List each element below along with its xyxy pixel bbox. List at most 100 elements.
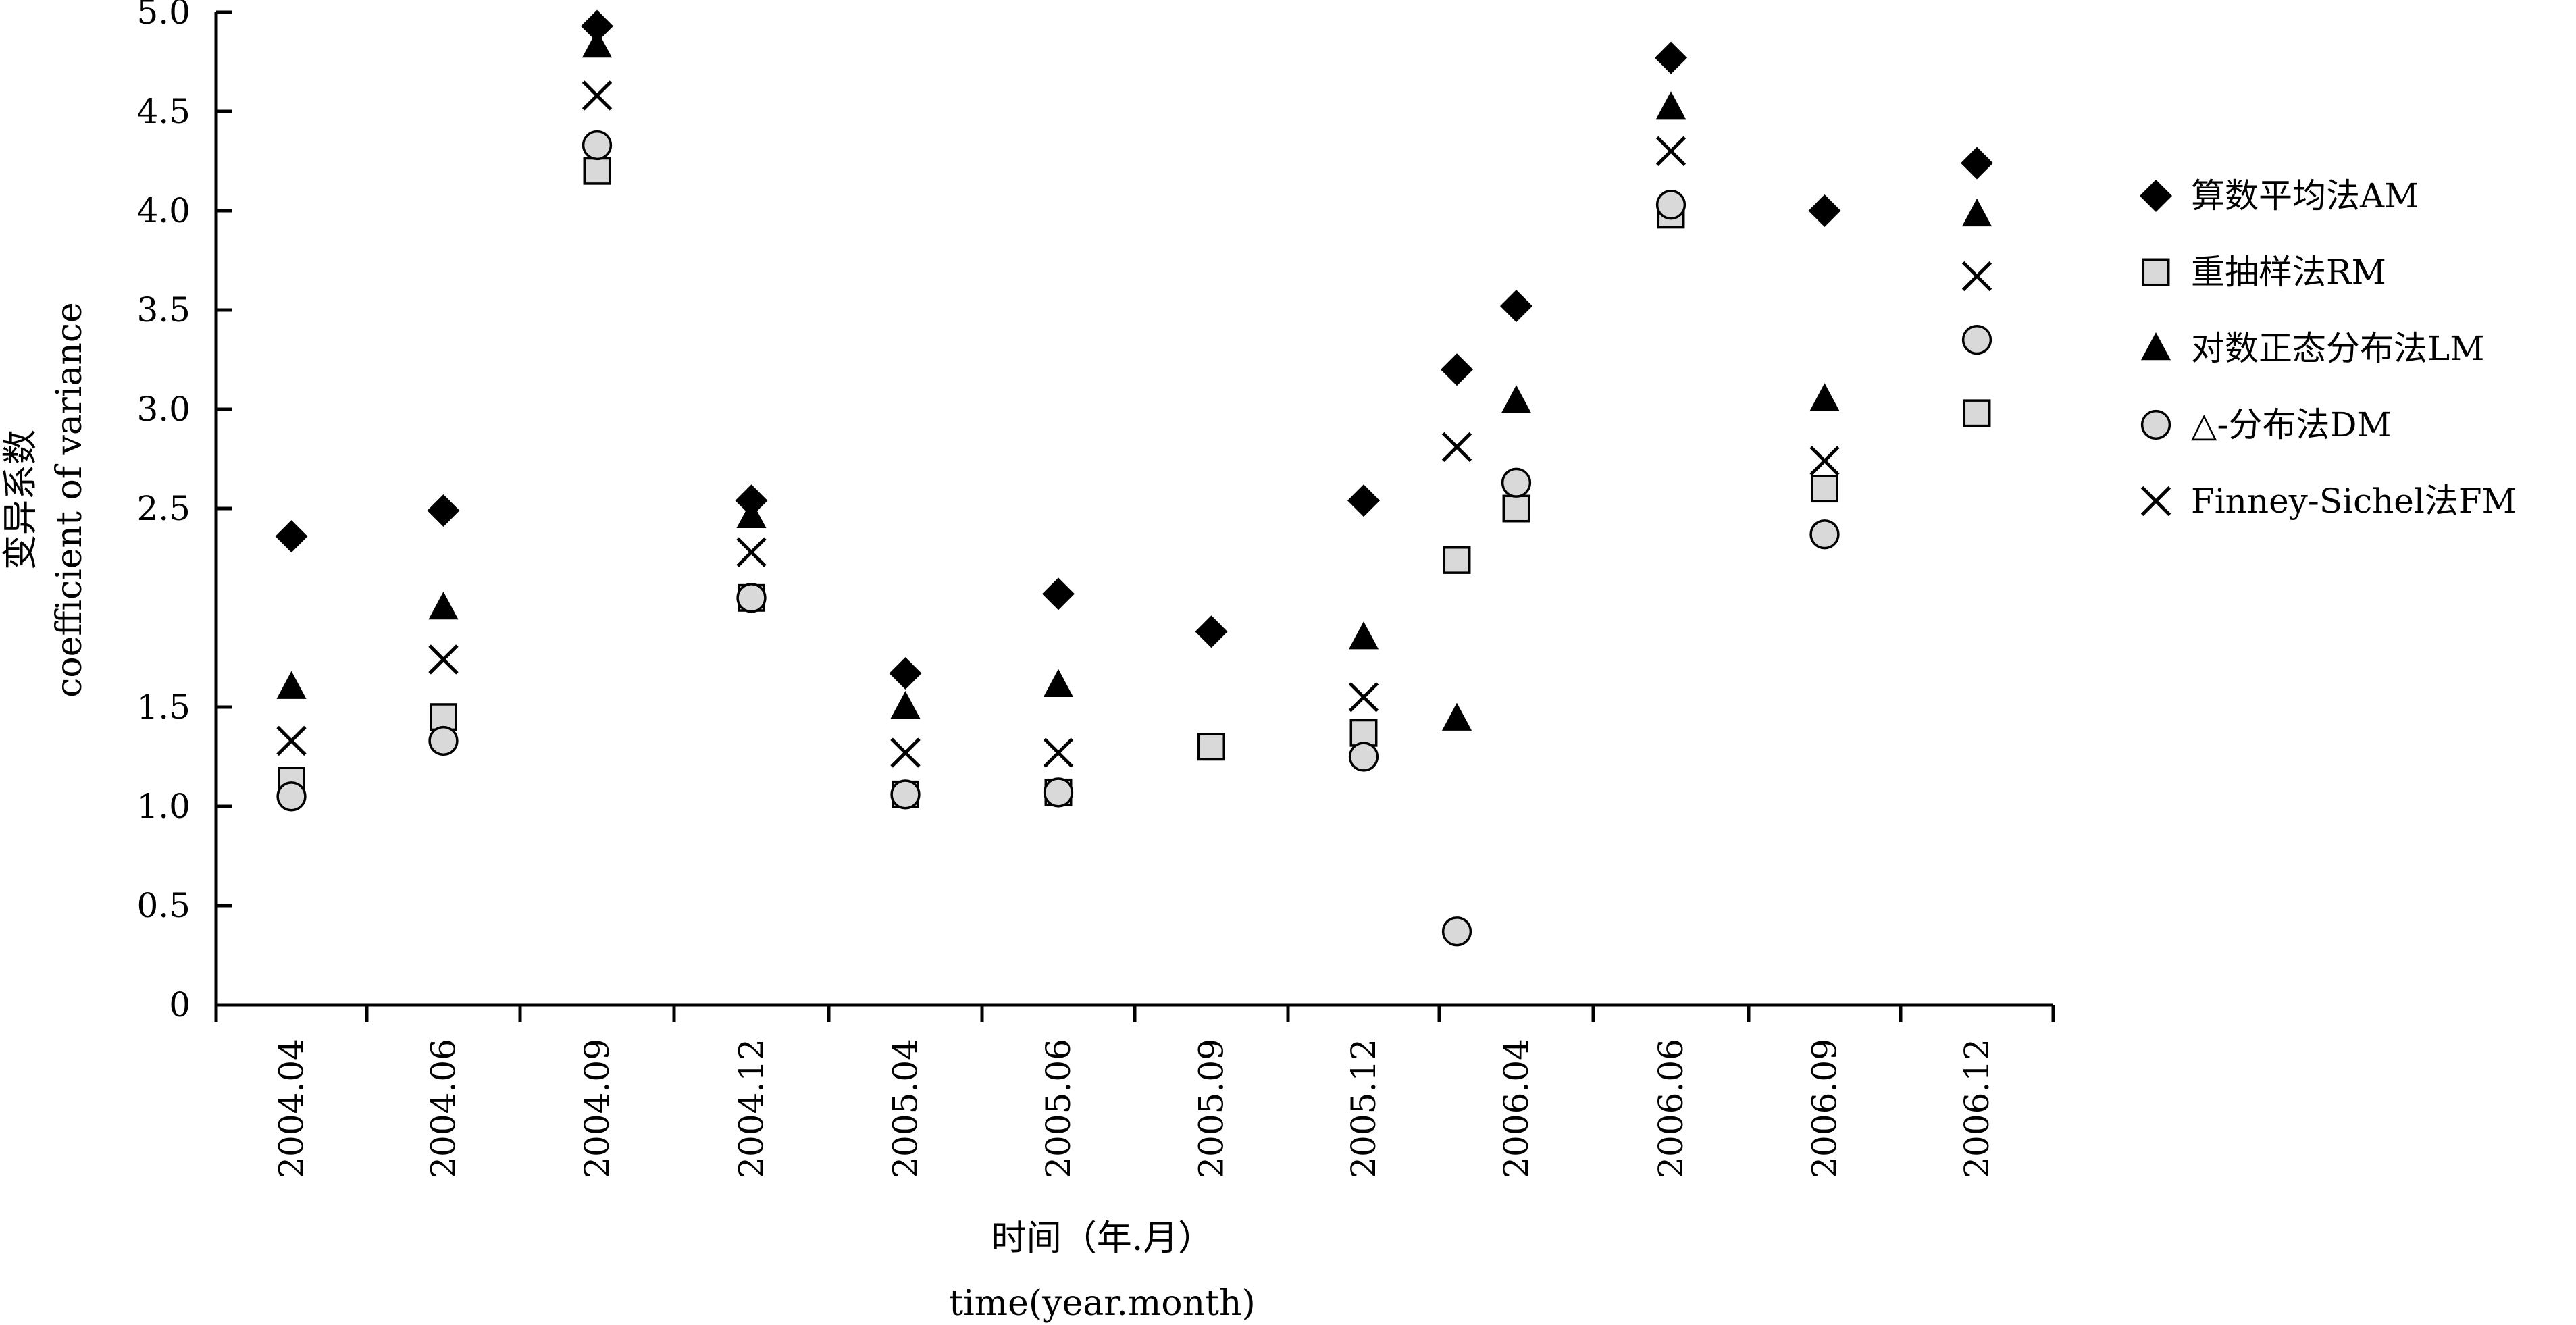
series-3 — [276, 130, 1992, 947]
legend-label: Finney-Sichel法FM — [2191, 482, 2517, 521]
x-tick-label: 2004.06 — [424, 1039, 463, 1178]
x-tick-label: 2006.04 — [1497, 1039, 1536, 1178]
legend-label: 重抽样法RM — [2191, 253, 2386, 292]
data-point — [583, 157, 611, 185]
data-point — [582, 130, 613, 161]
y-tick-label: 2.5 — [136, 489, 190, 528]
data-point — [736, 583, 767, 613]
y-axis-title: 变异系数 — [1, 430, 41, 570]
data-marks — [275, 9, 1993, 947]
data-point — [1195, 615, 1228, 648]
data-point — [1443, 546, 1471, 574]
data-point — [1809, 383, 1840, 411]
data-point — [736, 500, 767, 529]
x-tick-label: 2004.09 — [577, 1039, 617, 1178]
data-point — [1961, 147, 1993, 180]
data-point — [1963, 399, 1991, 427]
data-point — [1961, 198, 1992, 227]
data-point — [1042, 577, 1075, 610]
data-point — [275, 520, 308, 553]
x-tick-label: 2006.09 — [1805, 1039, 1845, 1178]
data-point — [1441, 702, 1472, 731]
data-point — [1348, 621, 1379, 650]
legend-marker — [2140, 332, 2171, 361]
legend-marker — [2140, 180, 2172, 212]
data-point — [582, 80, 613, 111]
data-point — [1655, 190, 1686, 220]
legend-label: 对数正态分布法LM — [2191, 329, 2484, 368]
legend: 算数平均法AM 重抽样法RM 对数正态分布法LM △-分布法DM Finney-Sich… — [2140, 176, 2517, 521]
y-tick-label: 5.0 — [136, 0, 190, 32]
data-point — [1500, 290, 1532, 323]
data-point — [736, 537, 767, 567]
x-tick-label: 2006.12 — [1957, 1039, 1997, 1178]
axes — [214, 10, 2055, 1022]
data-point — [428, 644, 459, 675]
data-point — [1808, 194, 1841, 227]
y-axis-title-en: coefficient of variance — [49, 302, 90, 698]
x-axis-title-en: time(year.month) — [949, 1283, 1256, 1324]
y-tick-label: 1.5 — [136, 687, 190, 727]
data-point — [1348, 682, 1379, 712]
data-point — [1441, 432, 1472, 463]
series-4 — [276, 80, 1992, 768]
x-tick-label: 2005.12 — [1344, 1039, 1383, 1178]
data-point — [890, 691, 921, 719]
data-point — [1809, 519, 1840, 550]
data-point — [427, 494, 460, 527]
y-tick-label: 4.0 — [136, 191, 190, 230]
data-point — [1197, 733, 1225, 761]
data-point — [428, 592, 459, 620]
x-tick-label: 2005.09 — [1192, 1039, 1231, 1178]
series-2 — [276, 29, 1992, 731]
legend-marker — [2140, 409, 2171, 440]
series-1 — [278, 157, 1991, 808]
data-point — [1502, 494, 1530, 523]
x-tick-label: 2004.12 — [732, 1039, 771, 1178]
data-point — [276, 725, 307, 756]
data-point — [1043, 737, 1074, 768]
data-point — [1043, 669, 1074, 697]
legend-marker — [2142, 258, 2170, 286]
tick-labels: 0 0.5 1.0 1.5 2.5 3.0 3.5 4.0 4.5 5.0 2004.04 2004.… — [136, 0, 1997, 1178]
data-point — [1501, 467, 1532, 498]
data-point — [1655, 136, 1686, 166]
data-point — [582, 29, 613, 58]
y-tick-label: 0.5 — [136, 886, 190, 925]
data-point — [428, 725, 459, 756]
data-point — [1043, 777, 1074, 808]
data-point — [890, 779, 921, 810]
data-point — [1347, 484, 1380, 517]
data-point — [1441, 916, 1472, 947]
legend-label: △-分布法DM — [2191, 405, 2392, 444]
data-point — [1441, 353, 1473, 386]
data-point — [1811, 475, 1838, 503]
y-tick-label: 0 — [169, 985, 190, 1024]
series-0 — [275, 9, 1993, 690]
data-point — [430, 703, 457, 731]
data-point — [1349, 719, 1378, 747]
data-point — [581, 9, 613, 43]
x-tick-label: 2004.04 — [272, 1039, 311, 1178]
data-point — [1655, 91, 1686, 120]
data-point — [1809, 446, 1840, 476]
data-point — [1501, 385, 1532, 413]
legend-marker — [2140, 486, 2171, 517]
x-tick-label: 2005.06 — [1039, 1039, 1078, 1178]
data-point — [1961, 261, 1992, 292]
y-tick-label: 1.0 — [136, 787, 190, 826]
data-point — [1655, 41, 1687, 74]
y-tick-label: 3.0 — [136, 390, 190, 429]
data-point — [889, 657, 922, 690]
y-tick-label: 4.5 — [136, 92, 190, 131]
x-axis-title: 时间（年.月） — [991, 1218, 1214, 1259]
data-point — [1348, 742, 1379, 772]
data-point — [276, 671, 307, 699]
data-point — [1961, 324, 1992, 355]
x-tick-label: 2005.04 — [886, 1039, 925, 1178]
legend-label: 算数平均法AM — [2191, 176, 2419, 215]
data-point — [276, 781, 307, 812]
data-point — [890, 737, 921, 768]
x-tick-label: 2006.06 — [1651, 1039, 1691, 1178]
